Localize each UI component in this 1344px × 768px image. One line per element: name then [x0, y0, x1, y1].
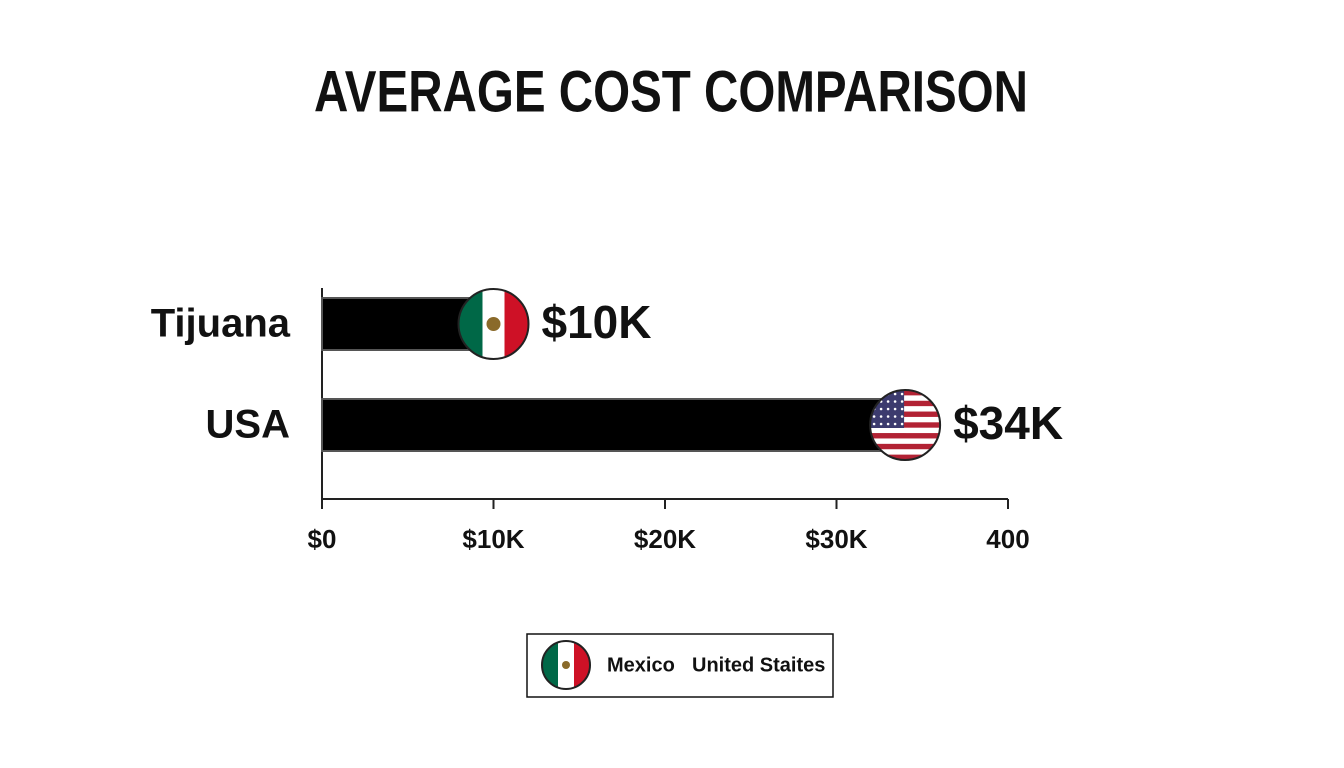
flag-stripe	[870, 443, 941, 450]
flag-star	[900, 392, 904, 396]
flag-ring	[457, 288, 530, 360]
flag-star	[879, 415, 883, 418]
flag-star	[893, 407, 897, 411]
x-tick-label: $10K	[462, 524, 524, 554]
flag-star	[900, 422, 904, 426]
flag-stripe	[870, 422, 941, 428]
flag-ring	[869, 389, 942, 461]
flag-star	[893, 392, 897, 396]
flag-stripe	[870, 427, 941, 434]
flag-stripe	[870, 406, 941, 412]
flag-stripe	[870, 416, 941, 423]
flag-star	[872, 422, 876, 426]
flag-star	[900, 407, 904, 411]
legend-label: United Staites	[692, 654, 825, 676]
chart-title: AVERAGE COST COMPARISON	[314, 59, 1028, 124]
flag-star	[886, 415, 890, 418]
bar	[321, 398, 907, 452]
flag-stripe	[870, 395, 941, 402]
flag-star	[886, 400, 890, 403]
flag-mexico	[457, 288, 530, 360]
x-tick-label: $30K	[805, 524, 867, 554]
flag-star	[886, 407, 890, 411]
flag-stripe	[870, 390, 941, 396]
y-tick-label: USA	[206, 403, 290, 447]
flag-star	[879, 392, 883, 396]
value-label: $10K	[542, 296, 652, 348]
flag-star	[872, 392, 876, 396]
flag-star	[879, 422, 883, 426]
flag-emblem	[486, 317, 501, 331]
flag-star	[893, 400, 897, 403]
flag-star	[900, 400, 904, 403]
flag-stripe	[870, 449, 941, 455]
legend-label: Mexico	[607, 654, 675, 676]
flag-stripe	[870, 438, 941, 445]
x-tick-label: $0	[308, 524, 337, 554]
legend: Mexico United Staites	[526, 633, 834, 698]
flag-usa	[869, 389, 942, 461]
flag-star	[900, 415, 904, 418]
flag-stripe	[870, 400, 941, 407]
flag-star	[893, 415, 897, 418]
x-tick-label: 400	[986, 524, 1029, 554]
flag-star	[879, 407, 883, 411]
flag-star	[886, 422, 890, 426]
flag-star	[893, 422, 897, 426]
flag-stripe	[870, 411, 941, 418]
y-tick-label: Tijuana	[151, 302, 291, 346]
flag-stripe	[870, 433, 941, 439]
flag-stripe	[870, 454, 941, 460]
value-label: $34K	[953, 397, 1063, 449]
flag-stripe	[504, 289, 529, 359]
x-tick-label: $20K	[634, 524, 696, 554]
flag-star	[872, 415, 876, 418]
